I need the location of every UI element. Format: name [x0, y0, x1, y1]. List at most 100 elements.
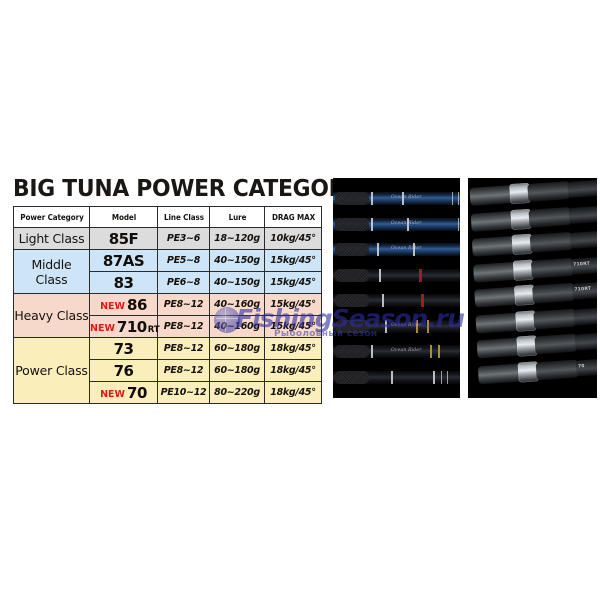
drag-max-cell: 10kg/45°	[264, 227, 322, 250]
lure-cell: 18~120g	[209, 227, 265, 250]
table-row: Power Class 73 PE8~12 60~180g 18kg/45°	[13, 337, 322, 404]
rod-brand-script: Ocean Rider	[391, 322, 422, 328]
rod-grip	[335, 319, 369, 333]
reel-seat-closeup-photo: 710RT 710RT 70	[468, 178, 597, 398]
rod-winding-ring	[376, 243, 379, 256]
rod-winding-ring	[371, 217, 373, 231]
reel-seat-body	[528, 206, 572, 228]
reel-seat-model-label: 70	[577, 363, 585, 369]
reel-seat-body	[534, 333, 578, 355]
table-row: NEW 70 PE10~12 80~220g 18kg/45°	[13, 381, 322, 404]
rod-blank-sections-photo: Ocean Rider Ocean Rider Ocean Rider Ocean R…	[333, 178, 460, 398]
drag-max-cell: 18kg/45°	[264, 359, 322, 382]
page-title: BIG TUNA POWER CATEGORY	[13, 174, 360, 202]
reel-seat-foregrip	[568, 204, 597, 224]
column-header-lure: Lure	[211, 206, 263, 228]
rod-grip	[335, 217, 369, 231]
rod-winding-ring	[446, 370, 448, 384]
new-badge: NEW	[100, 388, 126, 400]
rod-blank: Ocean Rider	[333, 319, 460, 333]
rod-blank: Ocean Rider	[333, 345, 460, 358]
rod-winding-ring	[438, 345, 441, 358]
reel-seat-model-label: 710RT	[573, 261, 591, 268]
reel-seat-body	[529, 231, 573, 253]
table-row: NEW 710RT PE8~12 40~160g 15kg/45°	[13, 315, 322, 338]
table-header-row: Power Category Model Line Class Lure DRA…	[14, 206, 322, 228]
rod-grip	[335, 370, 369, 384]
new-badge: NEW	[100, 300, 126, 312]
rod-grip	[335, 268, 369, 282]
rod-winding-ring	[415, 319, 418, 333]
rod-winding-ring	[407, 217, 410, 231]
rod-grip	[335, 345, 369, 358]
line-class-cell: PE8~12	[157, 293, 210, 316]
lure-cell: 80~220g	[209, 381, 265, 404]
line-class-cell: PE6~8	[157, 271, 210, 294]
lure-cell: 40~150g	[209, 271, 265, 294]
power-category-cell: Light Class	[13, 227, 90, 250]
line-class-cell: PE8~12	[157, 359, 210, 382]
column-header-drag-max: DRAG MAX	[266, 206, 320, 228]
lure-cell: 40~150g	[209, 249, 265, 272]
rod-winding-ring	[390, 370, 393, 384]
drag-max-cell: 15kg/45°	[264, 249, 322, 272]
rod-brand-script: Ocean Rider	[391, 348, 422, 353]
line-class-cell: PE3~6	[157, 227, 210, 250]
model-cell: NEW 70	[89, 381, 158, 404]
model-number: 73	[113, 339, 134, 358]
model-number: 70	[127, 383, 147, 402]
rod-grip	[335, 192, 369, 205]
column-header-power-category: Power Category	[16, 206, 87, 228]
reel-seat-foregrip	[567, 179, 597, 199]
lure-cell: 60~180g	[209, 359, 265, 382]
reel-seat-body	[532, 282, 576, 304]
drag-max-cell: 18kg/45°	[264, 337, 322, 360]
model-number: 76	[113, 361, 134, 380]
reel-seat-body	[533, 308, 577, 330]
table-row: Light Class 85F PE3~6 18~120g 10kg/45°	[13, 227, 322, 250]
drag-max-cell: 18kg/45°	[264, 381, 322, 404]
rod-winding-ring	[382, 294, 385, 307]
reel-seat-body	[527, 181, 571, 202]
power-category-cell: Heavy Class	[13, 293, 90, 338]
reel-seat-body	[530, 257, 574, 279]
rod-winding-ring	[441, 370, 442, 384]
model-cell: 73	[89, 337, 158, 360]
table-row: Middle Class 87AS PE5~8 40~150g 15kg/45°	[13, 249, 322, 294]
rod-winding-ring	[418, 268, 422, 282]
rod-winding-ring	[379, 268, 382, 282]
rod-winding-ring	[427, 319, 429, 333]
lure-cell: 40~160g	[209, 293, 265, 316]
table-row: Heavy Class NEW 86 PE8~12 40~160g 15kg/45°	[13, 293, 322, 338]
rod-blank	[333, 268, 460, 282]
column-header-line-class: Line Class	[159, 206, 208, 228]
rod-winding-ring	[457, 217, 459, 231]
line-class-cell: PE10~12	[157, 381, 210, 404]
rod-grip	[335, 294, 369, 307]
model-cell: 85F	[89, 227, 158, 250]
rod-brand-script: Ocean Rider	[391, 195, 422, 200]
rod-grip	[335, 243, 369, 256]
model-cell: 76	[89, 359, 158, 382]
reel-seat-foregrip	[569, 230, 597, 249]
power-category-cell: Power Class	[13, 337, 90, 404]
rod-winding-ring	[371, 192, 373, 205]
power-category-cell: Middle Class	[13, 249, 90, 294]
rod-blank: Ocean Rider	[333, 192, 460, 205]
rod-winding-ring	[452, 192, 454, 205]
model-cell: 83	[89, 271, 158, 294]
rod-winding-ring	[401, 192, 404, 205]
lure-cell: 60~180g	[209, 337, 265, 360]
rod-winding-ring	[371, 345, 373, 358]
model-suffix: RT	[147, 324, 160, 335]
rod-winding-ring	[429, 345, 432, 358]
model-cell: 87AS	[89, 249, 158, 272]
drag-max-cell: 15kg/45°	[264, 315, 322, 338]
model-number: 85F	[108, 229, 139, 248]
model-cell: NEW 86	[89, 293, 158, 316]
rod-winding-ring	[421, 294, 425, 307]
model-number: 83	[113, 273, 134, 292]
table-row: 76 PE8~12 60~180g 18kg/45°	[13, 359, 322, 382]
drag-max-cell: 15kg/45°	[264, 293, 322, 316]
